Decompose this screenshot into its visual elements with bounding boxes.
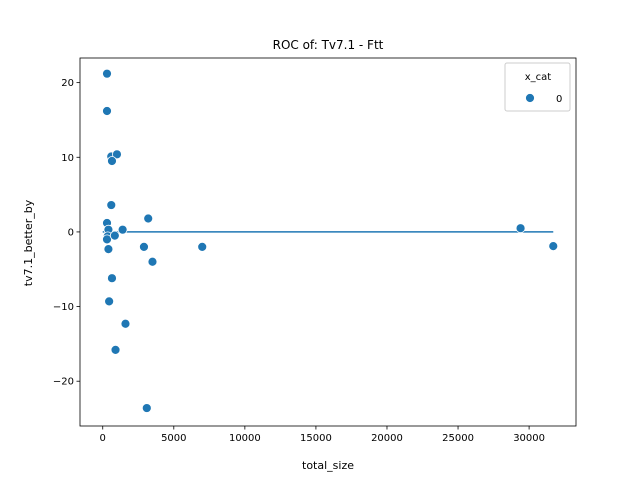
scatter-point: [104, 296, 115, 307]
scatter-point: [107, 273, 117, 284]
x-axis-title: total_size: [302, 459, 354, 472]
scatter-point: [106, 200, 117, 210]
scatter-point: [117, 224, 128, 235]
x-tick-label: 5000: [161, 433, 186, 444]
x-tick-label: 30000: [513, 433, 545, 444]
legend-title: x_cat: [525, 72, 552, 83]
chart-title: ROC of: Tv7.1 - Ftt: [273, 38, 384, 52]
x-tick-label: 15000: [300, 433, 332, 444]
scatter-point: [141, 403, 152, 413]
x-tick-label: 20000: [371, 433, 403, 444]
legend: x_cat 0: [504, 62, 571, 112]
y-axis-title: tv7.1_better_by: [22, 199, 35, 286]
scatter-point: [147, 256, 158, 267]
scatter-point: [120, 318, 131, 329]
scatter-point: [102, 234, 112, 245]
legend-frame: [504, 62, 571, 112]
scatter-point: [515, 223, 526, 234]
scatter-point: [103, 244, 114, 254]
x-tick-label: 10000: [229, 433, 261, 444]
axes-frame: [79, 57, 577, 427]
plot-area: 0 5000 10000 15000 20000 25000 30000 −20 −10 0 10 2…: [53, 57, 577, 444]
scatter-point: [112, 149, 122, 160]
x-tick-label: 25000: [442, 433, 474, 444]
y-tick-label: −10: [53, 302, 74, 313]
legend-entry-label: 0: [556, 94, 562, 105]
scatter-point: [139, 241, 149, 252]
y-tick-label: 20: [61, 78, 74, 89]
scatter-point: [107, 156, 117, 166]
y-tick-label: 10: [61, 153, 74, 164]
scatter-point: [143, 213, 154, 224]
y-tick-label: −20: [53, 377, 74, 388]
legend-marker: [525, 93, 535, 103]
scatter-point: [197, 241, 208, 252]
x-tick-label: 0: [100, 433, 106, 444]
scatter-point: [102, 106, 112, 116]
scatter-point: [109, 230, 120, 241]
scatter-point: [548, 241, 559, 252]
scatter-point: [102, 68, 112, 79]
scatter-point: [110, 344, 121, 355]
y-tick-label: 0: [68, 227, 74, 238]
